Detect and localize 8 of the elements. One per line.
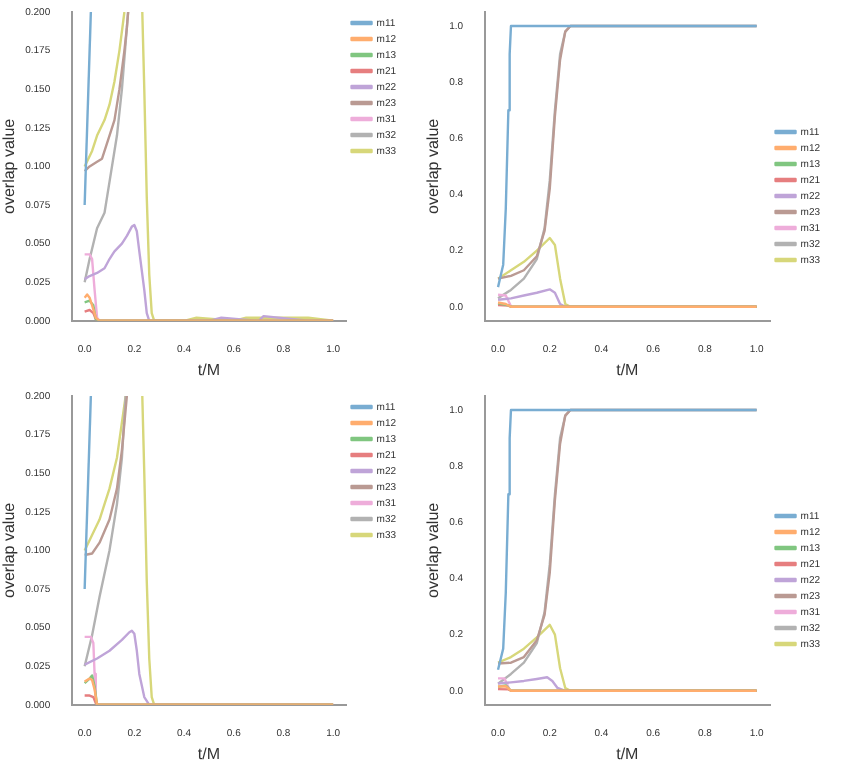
- y-axis-title: overlap value: [424, 117, 443, 214]
- x-axis-title: t/M: [616, 360, 640, 379]
- y-axis-title: overlap value: [0, 501, 19, 598]
- y-axis-title: overlap value: [0, 117, 19, 214]
- x-axis-title: t/M: [616, 744, 640, 763]
- x-axis-title: t/M: [197, 360, 221, 379]
- x-axis-title: t/M: [197, 744, 221, 763]
- y-axis-title: overlap value: [424, 501, 443, 598]
